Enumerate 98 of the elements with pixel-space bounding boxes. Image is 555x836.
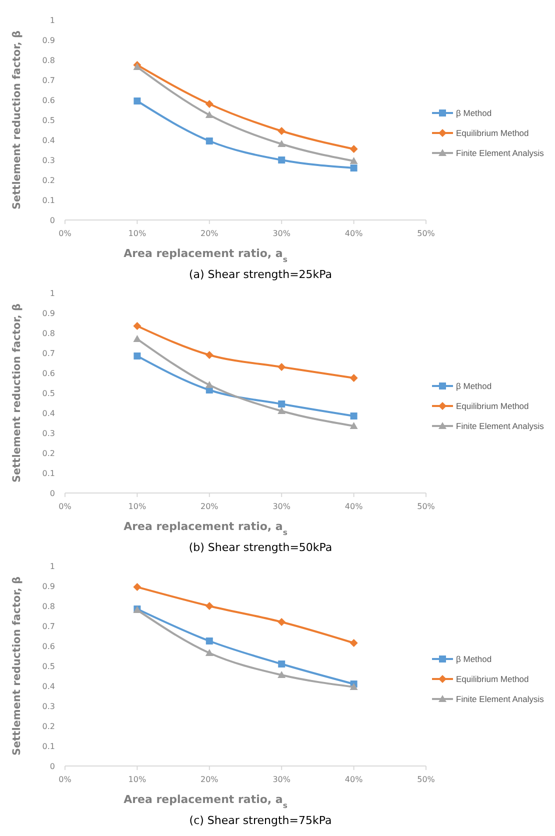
- y-tick-label: 0.1: [42, 742, 55, 751]
- point: [350, 157, 358, 164]
- point: [278, 618, 286, 626]
- point: [278, 671, 286, 678]
- y-tick-label: 0.3: [42, 156, 55, 165]
- y-tick-label: 0.5: [42, 116, 55, 125]
- point: [205, 100, 214, 108]
- point: [206, 138, 213, 144]
- x-tick-label: 0%: [58, 775, 72, 784]
- y-tick-label: 1: [50, 562, 55, 571]
- point: [133, 583, 142, 591]
- point: [205, 649, 214, 656]
- y-tick-label: 0: [50, 489, 55, 498]
- point: [350, 412, 358, 420]
- point: [350, 164, 358, 172]
- x-tick-label: 10%: [128, 775, 146, 784]
- y-tick-label: 0.8: [42, 602, 55, 611]
- y-tick-label: 0.6: [42, 369, 55, 378]
- y-tick-label: 0: [50, 216, 55, 225]
- point: [205, 111, 214, 118]
- y-axis-title: Settlement reduction factor, β: [11, 576, 23, 756]
- y-tick-label: 0.9: [42, 309, 55, 318]
- x-tick-label: 50%: [417, 229, 436, 238]
- point: [350, 145, 358, 153]
- y-tick-label: 0.3: [42, 429, 55, 438]
- y-axis-title: Settlement reduction factor, β: [11, 30, 23, 210]
- y-tick-label: 0.1: [42, 469, 55, 478]
- y-tick-label: 0.6: [42, 96, 55, 105]
- point: [278, 127, 286, 135]
- y-tick-label: 0.8: [42, 56, 55, 65]
- y-tick-label: 0.7: [42, 349, 55, 358]
- y-tick-label: 0.5: [42, 389, 55, 398]
- x-tick-label: 30%: [272, 502, 291, 511]
- y-tick-label: 1: [50, 16, 55, 25]
- x-tick-label: 40%: [344, 229, 364, 238]
- y-tick-label: 0.7: [42, 76, 55, 85]
- x-tick-label: 40%: [344, 775, 364, 784]
- x-tick-label: 30%: [272, 229, 291, 238]
- x-axis-title: Area replacement ratio, a$_{s}$: [124, 247, 288, 264]
- point: [350, 683, 358, 690]
- text: (a) Shear strength=25kPa: [188, 268, 332, 281]
- point: [278, 660, 286, 668]
- y-tick-label: 0.2: [42, 176, 55, 185]
- y-tick-label: 0.9: [42, 36, 55, 45]
- point: [278, 156, 286, 164]
- legend-label: Equilibrium Method: [456, 674, 530, 684]
- x-tick-label: 10%: [128, 229, 146, 238]
- y-tick-label: 0: [50, 762, 55, 771]
- y-tick-label: 0.7: [42, 622, 55, 631]
- y-tick-label: 0.4: [42, 682, 55, 691]
- text: (b) Shear strength=50kPa: [188, 541, 332, 554]
- point: [278, 400, 286, 408]
- legend-label: Equilibrium Method: [456, 401, 530, 411]
- legend-label: Finite Element Analysis: [456, 694, 544, 704]
- x-tick-label: 0%: [58, 502, 72, 511]
- x-axis-title: Area replacement ratio, a$_{s}$: [124, 520, 288, 536]
- x-tick-label: 20%: [200, 775, 219, 784]
- x-tick-label: 30%: [272, 775, 291, 784]
- point: [278, 140, 286, 147]
- point: [134, 98, 141, 104]
- point: [205, 351, 214, 359]
- point: [134, 352, 141, 360]
- point: [278, 407, 286, 414]
- point: [350, 422, 358, 429]
- x-tick-label: 50%: [417, 502, 436, 511]
- point: [350, 639, 358, 647]
- point: [133, 322, 142, 330]
- point: [206, 638, 213, 644]
- legend-label: Equilibrium Method: [456, 128, 530, 138]
- legend-label: Finite Element Analysis: [456, 421, 544, 431]
- x-tick-label: 40%: [344, 502, 364, 511]
- y-tick-label: 0.2: [42, 722, 55, 731]
- y-tick-label: 0.3: [42, 702, 55, 711]
- legend-label: β Method: [456, 108, 492, 118]
- point: [205, 381, 214, 388]
- x-tick-label: 10%: [128, 502, 146, 511]
- x-tick-label: 20%: [200, 502, 219, 511]
- y-tick-label: 0.4: [42, 136, 55, 145]
- x-axis-title: Area replacement ratio, a$_{s}$: [124, 793, 288, 810]
- y-axis-title: Settlement reduction factor, β: [11, 303, 23, 483]
- text: (c) Shear strength=75kPa: [189, 814, 332, 827]
- y-tick-label: 0.8: [42, 329, 55, 338]
- x-tick-label: 50%: [417, 775, 436, 784]
- legend-label: β Method: [456, 654, 492, 664]
- x-tick-label: 20%: [200, 229, 219, 238]
- legend-label: β Method: [456, 381, 492, 391]
- x-tick-label: 0%: [58, 229, 72, 238]
- point: [350, 374, 358, 382]
- point: [278, 363, 286, 371]
- y-tick-label: 0.5: [42, 662, 55, 671]
- legend-label: Finite Element Analysis: [456, 148, 544, 158]
- y-tick-label: 0.1: [42, 196, 55, 205]
- y-tick-label: 1: [50, 289, 55, 298]
- y-tick-label: 0.6: [42, 642, 55, 651]
- y-tick-label: 0.9: [42, 582, 55, 591]
- y-tick-label: 0.4: [42, 409, 55, 418]
- y-tick-label: 0.2: [42, 449, 55, 458]
- point: [205, 602, 214, 610]
